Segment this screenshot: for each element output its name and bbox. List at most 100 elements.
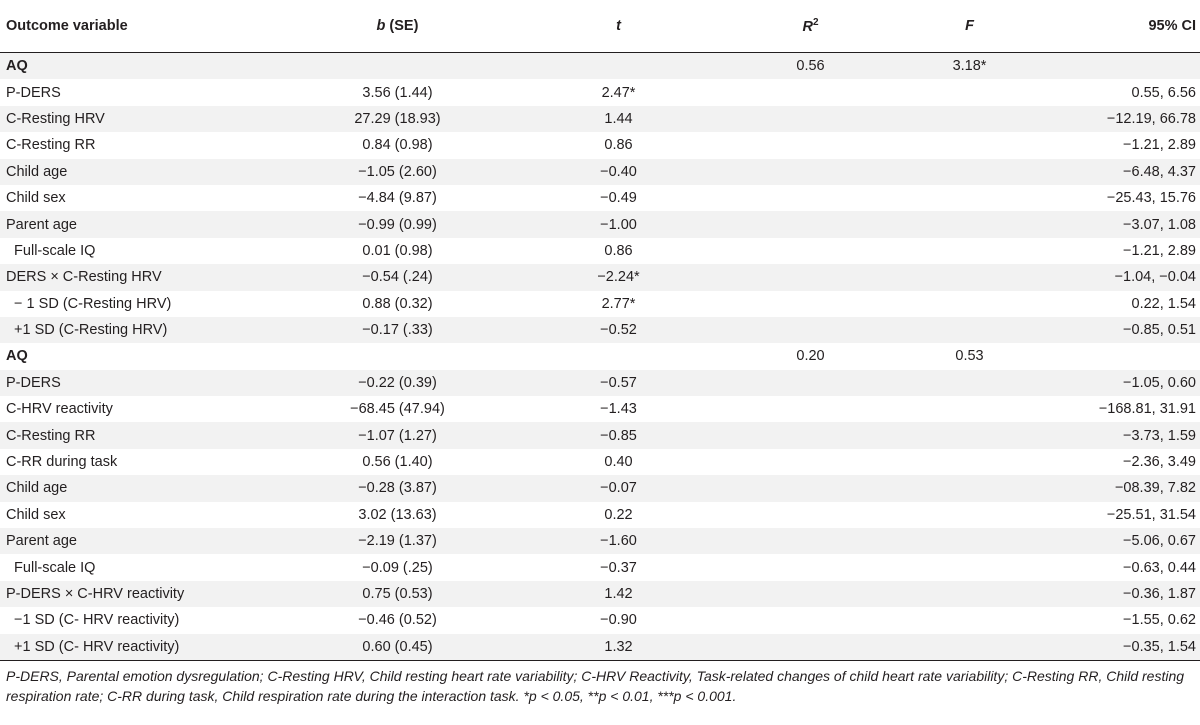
table-row: +1 SD (C- HRV reactivity) 0.60 (0.45) 1.32… (0, 633, 1200, 661)
row-label: Child sex (0, 501, 287, 529)
cell-f (892, 528, 1047, 555)
header-f-label: F (965, 18, 974, 34)
cell-r2 (729, 475, 892, 502)
cell-t: −0.37 (508, 554, 729, 581)
cell-f (892, 316, 1047, 344)
table-row: Full-scale IQ −0.09 (.25) −0.37 −0.63, 0.44 (0, 554, 1200, 581)
header-b-se: b (SE) (287, 0, 508, 53)
cell-t: −1.60 (508, 528, 729, 555)
cell-t (508, 52, 729, 80)
cell-ci: −0.85, 0.51 (1047, 316, 1200, 344)
cell-ci: −1.04, −0.04 (1047, 264, 1200, 291)
cell-r2 (729, 184, 892, 212)
table-row: +1 SD (C-Resting HRV) −0.17 (.33) −0.52 −0.… (0, 316, 1200, 344)
cell-r2 (729, 290, 892, 317)
cell-t: 2.47* (508, 79, 729, 106)
table-row: DERS × C-Resting HRV −0.54 (.24) −2.24* −1.… (0, 264, 1200, 291)
cell-f (892, 264, 1047, 291)
cell-r2 (729, 105, 892, 133)
cell-f (892, 422, 1047, 449)
cell-r2 (729, 264, 892, 291)
cell-f (892, 580, 1047, 608)
cell-t: 0.22 (508, 501, 729, 529)
cell-t: −1.43 (508, 396, 729, 423)
table-row: C-RR during task 0.56 (1.40) 0.40 −2.36, 3.… (0, 448, 1200, 476)
header-f: F (892, 0, 1047, 53)
cell-b-se: −1.07 (1.27) (287, 422, 508, 449)
cell-r2 (729, 211, 892, 238)
row-label: P-DERS (0, 79, 287, 106)
table-row: −1 SD (C- HRV reactivity) −0.46 (0.52) −0.… (0, 607, 1200, 634)
cell-r2: 0.56 (729, 52, 892, 80)
cell-ci: −25.43, 15.76 (1047, 184, 1200, 212)
row-label: C-RR during task (0, 448, 287, 476)
cell-f (892, 396, 1047, 423)
cell-r2 (729, 554, 892, 581)
cell-b-se: −0.54 (.24) (287, 264, 508, 291)
cell-f: 3.18* (892, 52, 1047, 80)
cell-ci: −0.63, 0.44 (1047, 554, 1200, 581)
cell-t: 0.86 (508, 132, 729, 159)
table-row: P-DERS × C-HRV reactivity 0.75 (0.53) 1.42… (0, 580, 1200, 608)
cell-ci: −3.07, 1.08 (1047, 211, 1200, 238)
cell-ci: −08.39, 7.82 (1047, 475, 1200, 502)
table-row: Child age −1.05 (2.60) −0.40 −6.48, 4.37 (0, 158, 1200, 185)
row-label: Parent age (0, 211, 287, 238)
row-label: Child age (0, 158, 287, 185)
header-r2-sup: 2 (812, 17, 819, 29)
cell-b-se: 0.56 (1.40) (287, 448, 508, 476)
table-body: AQ 0.56 3.18* P-DERS 3.56 (1.44) 2.47* 0.55, 6… (0, 52, 1200, 661)
table-row: Child age −0.28 (3.87) −0.07 −08.39, 7.82 (0, 475, 1200, 502)
cell-f (892, 448, 1047, 476)
cell-ci: −0.35, 1.54 (1047, 633, 1200, 661)
cell-b-se: −0.46 (0.52) (287, 607, 508, 634)
cell-t: −0.85 (508, 422, 729, 449)
cell-f (892, 290, 1047, 317)
row-label: Child sex (0, 184, 287, 212)
cell-f (892, 184, 1047, 212)
row-label: − 1 SD (C-Resting HRV) (0, 290, 287, 317)
cell-f (892, 79, 1047, 106)
row-label: −1 SD (C- HRV reactivity) (0, 607, 287, 634)
cell-r2 (729, 79, 892, 106)
cell-r2 (729, 369, 892, 397)
cell-r2: 0.20 (729, 343, 892, 370)
cell-ci: 0.55, 6.56 (1047, 79, 1200, 106)
cell-r2 (729, 158, 892, 185)
cell-f (892, 237, 1047, 265)
cell-b-se: 0.60 (0.45) (287, 633, 508, 661)
cell-b-se: −68.45 (47.94) (287, 396, 508, 423)
cell-ci (1047, 343, 1200, 370)
table-row: Child sex −4.84 (9.87) −0.49 −25.43, 15.76 (0, 184, 1200, 212)
cell-f (892, 501, 1047, 529)
row-label: AQ (0, 343, 287, 370)
table-row: C-Resting RR 0.84 (0.98) 0.86 −1.21, 2.89 (0, 132, 1200, 159)
cell-ci: −1.05, 0.60 (1047, 369, 1200, 397)
cell-ci: −168.81, 31.91 (1047, 396, 1200, 423)
cell-b-se: −0.28 (3.87) (287, 475, 508, 502)
header-ci: 95% CI (1047, 0, 1200, 53)
table-header: Outcome variable b (SE) t R2 F 95% CI (0, 0, 1200, 53)
table-row: C-Resting HRV 27.29 (18.93) 1.44 −12.19, 66… (0, 105, 1200, 133)
header-t: t (508, 0, 729, 53)
cell-f: 0.53 (892, 343, 1047, 370)
cell-ci: −1.21, 2.89 (1047, 132, 1200, 159)
cell-b-se: 3.02 (13.63) (287, 501, 508, 529)
cell-r2 (729, 396, 892, 423)
cell-r2 (729, 607, 892, 634)
header-outcome-variable: Outcome variable (0, 0, 287, 53)
cell-f (892, 211, 1047, 238)
table-row: P-DERS −0.22 (0.39) −0.57 −1.05, 0.60 (0, 369, 1200, 397)
cell-t: −2.24* (508, 264, 729, 291)
cell-ci: −5.06, 0.67 (1047, 528, 1200, 555)
cell-r2 (729, 633, 892, 661)
cell-b-se: 0.88 (0.32) (287, 290, 508, 317)
cell-b-se: 3.56 (1.44) (287, 79, 508, 106)
cell-t: −0.90 (508, 607, 729, 634)
cell-t: −0.07 (508, 475, 729, 502)
cell-t (508, 343, 729, 370)
cell-r2 (729, 132, 892, 159)
cell-b-se: −4.84 (9.87) (287, 184, 508, 212)
header-row: Outcome variable b (SE) t R2 F 95% CI (0, 0, 1200, 53)
cell-b-se: −0.17 (.33) (287, 316, 508, 344)
